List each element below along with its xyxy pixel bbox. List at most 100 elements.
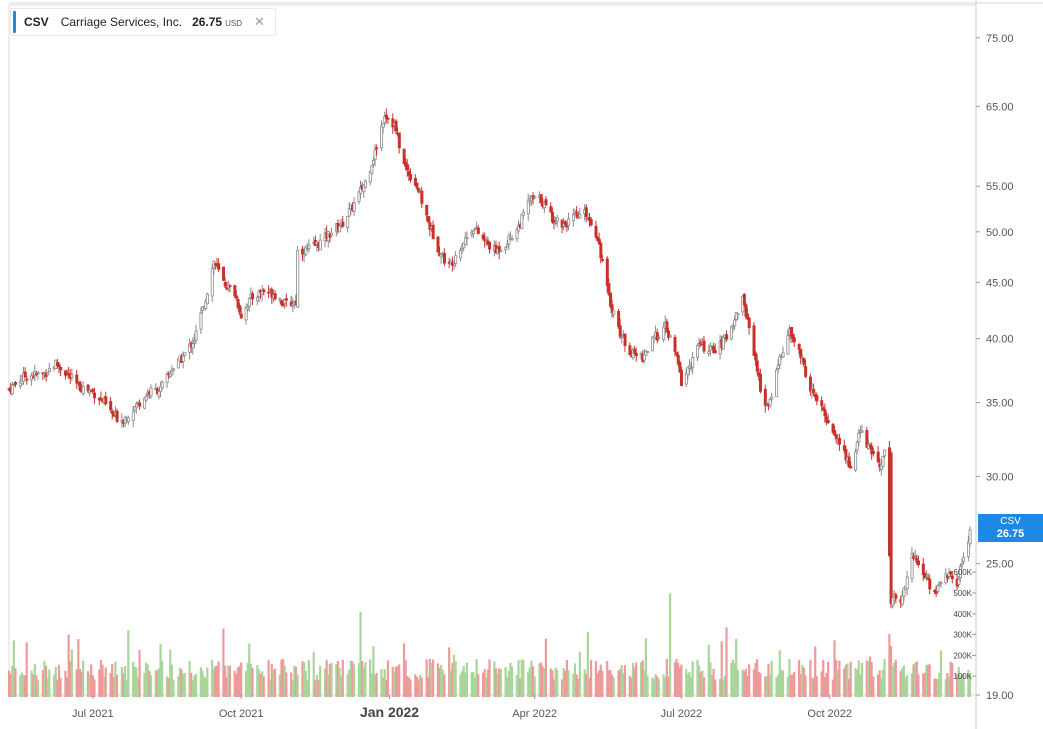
volume-bar [902, 665, 905, 697]
volume-bar [585, 673, 588, 697]
volume-bar [383, 669, 386, 697]
price-tick-label: 75.00 [986, 33, 1014, 45]
volume-bar [414, 674, 417, 697]
candle-body [628, 345, 632, 356]
candle-body [428, 222, 432, 230]
volume-bar [951, 663, 954, 697]
candle-body [462, 242, 466, 249]
candle-body [792, 337, 796, 343]
candle-body [476, 227, 480, 234]
candle-body [93, 392, 97, 399]
volume-bar [701, 670, 704, 697]
volume-bar [936, 679, 939, 697]
volume-bar [893, 662, 896, 697]
volume-bar [633, 667, 636, 697]
volume-bar [319, 665, 322, 697]
candle-body [247, 298, 251, 307]
volume-bar [622, 673, 625, 697]
candle-body [607, 283, 611, 295]
volume-bar [65, 677, 69, 697]
volume-bar [257, 669, 261, 697]
volume-bar [127, 630, 130, 697]
price-tag-symbol: CSV [1000, 516, 1021, 527]
volume-bar [539, 662, 543, 697]
volume-bar [306, 679, 309, 697]
volume-bar [793, 671, 796, 697]
candle-body [736, 313, 740, 316]
volume-bar [709, 662, 712, 697]
volume-bar [428, 659, 431, 697]
close-icon[interactable]: ✕ [254, 14, 265, 29]
candle-body [109, 401, 113, 411]
volume-bar [789, 674, 793, 697]
volume-bar [57, 664, 61, 697]
volume-bar [206, 667, 209, 697]
candle-body [966, 541, 970, 558]
volume-bar [372, 646, 375, 697]
candle-body [620, 336, 624, 338]
volume-bar [744, 668, 747, 697]
volume-bar [530, 660, 533, 697]
volume-bar [599, 664, 602, 697]
candle-body [646, 351, 650, 353]
volume-bar [351, 661, 354, 697]
volume-bar [685, 669, 688, 697]
volume-bar [64, 670, 67, 697]
legend-accent-bar [13, 11, 16, 33]
volume-bar [272, 669, 275, 697]
volume-bar [731, 659, 735, 697]
volume-bar [702, 677, 706, 697]
volume-bar [438, 667, 441, 697]
volume-bar [35, 675, 38, 697]
volume-bar [698, 665, 701, 697]
candle-body [957, 579, 961, 585]
candle-body [833, 430, 837, 436]
volume-bar [12, 640, 15, 697]
candle-body [746, 313, 750, 320]
volume-bar [267, 660, 270, 697]
volume-bar [486, 669, 489, 697]
volume-bar [689, 677, 693, 697]
volume-bar [225, 677, 228, 697]
volume-bar [78, 668, 82, 697]
volume-bar [112, 676, 115, 697]
volume-bar [178, 667, 182, 697]
volume-bar [222, 628, 225, 697]
volume-bar [335, 664, 338, 697]
candle-body [802, 358, 806, 366]
candle-body [609, 292, 613, 307]
volume-bar [323, 668, 327, 697]
candle-body [871, 451, 875, 454]
candle-body [255, 297, 259, 302]
volume-bar [483, 669, 486, 697]
candle-body [281, 304, 285, 306]
volume-bar [781, 670, 785, 697]
candle-body [370, 165, 374, 174]
candle-body [950, 575, 954, 580]
volume-bar [904, 677, 907, 697]
volume-bar [630, 677, 633, 697]
candle-body [280, 300, 284, 305]
candle-body [905, 576, 909, 590]
volume-bar [443, 674, 446, 697]
candle-body [823, 409, 827, 417]
price-tick-label: 65.00 [986, 101, 1014, 113]
volume-bar [75, 669, 78, 697]
candle-body [555, 217, 559, 222]
volume-bar [912, 664, 915, 697]
volume-tick-label: 300K [953, 631, 972, 640]
volume-bar [962, 674, 965, 697]
candle-body [244, 307, 248, 321]
volume-bar [730, 662, 733, 697]
candle-body [797, 343, 801, 350]
candle-body [284, 298, 288, 301]
volume-bar [854, 668, 857, 697]
volume-bar [699, 671, 702, 697]
volume-bar [352, 664, 356, 697]
volume-bar [631, 662, 635, 697]
price-tick-label: 35.00 [986, 398, 1014, 410]
volume-bar [968, 675, 972, 697]
candle-body [471, 230, 475, 234]
candle-body [565, 225, 569, 228]
